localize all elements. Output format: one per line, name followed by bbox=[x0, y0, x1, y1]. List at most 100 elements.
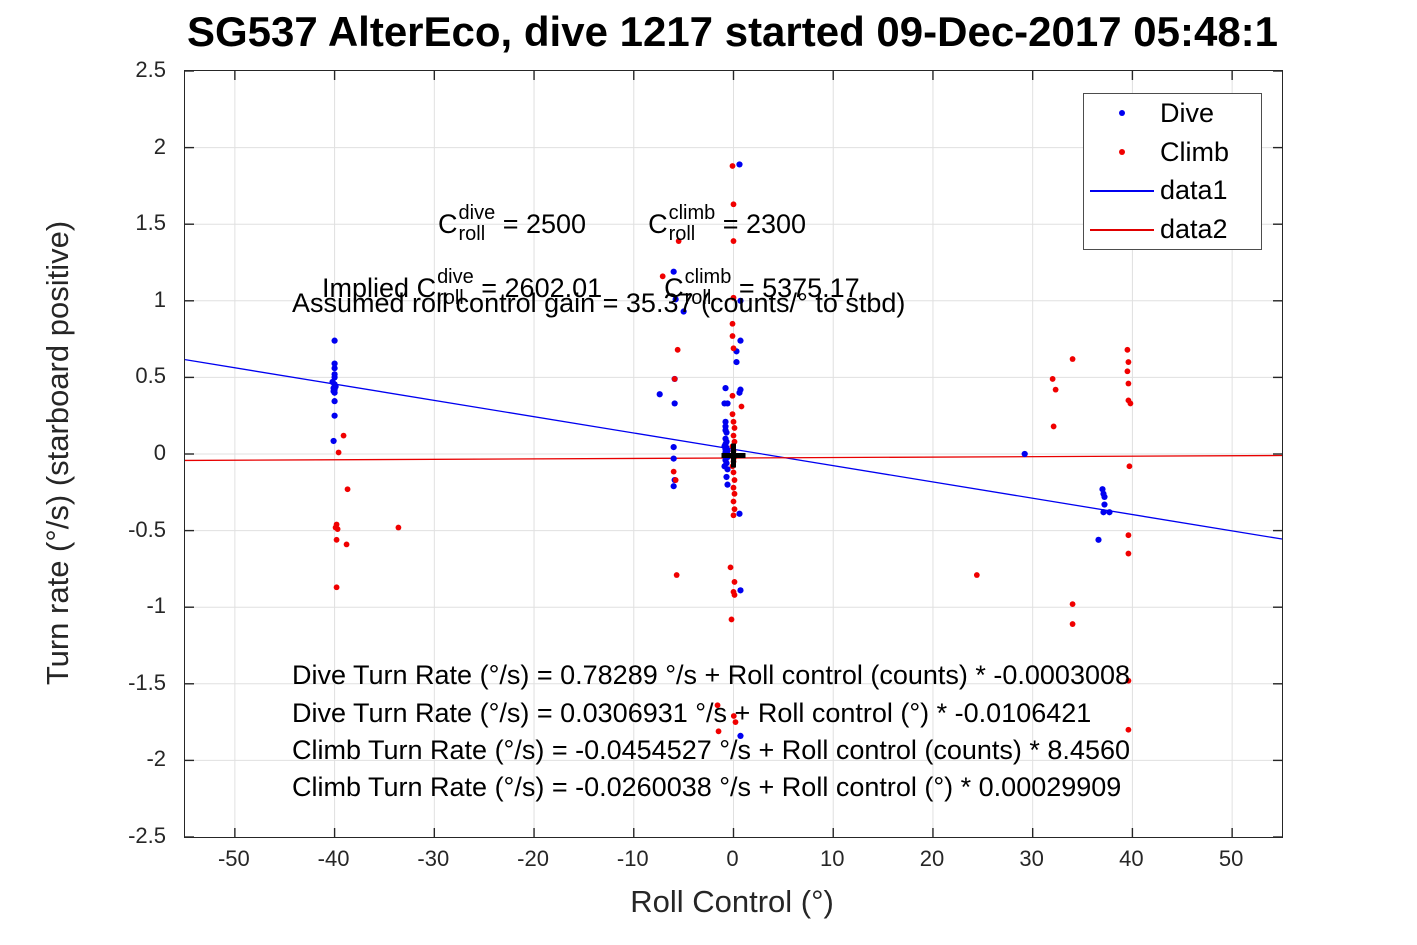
y-tick-labels: -2.5 -2 -1.5 -1 -0.5 0 0.5 1 1.5 2 2.5 bbox=[0, 0, 174, 945]
scatter-point-dive bbox=[331, 337, 338, 344]
legend-item-data2: data2 bbox=[1084, 211, 1261, 249]
scatter-point-climb bbox=[333, 536, 340, 543]
scatter-point-dive bbox=[1106, 509, 1113, 516]
scatter-point-climb bbox=[730, 469, 737, 476]
superscript: climb bbox=[668, 202, 716, 224]
value: = 2300 bbox=[715, 208, 807, 239]
scatter-point-climb bbox=[738, 403, 745, 410]
scatter-point-dive bbox=[331, 365, 338, 372]
scatter-point-climb bbox=[340, 432, 347, 439]
scatter-point-climb bbox=[1125, 359, 1132, 365]
scatter-point-climb bbox=[659, 273, 666, 280]
scatter-point-climb bbox=[730, 201, 737, 208]
x-tick-label: 10 bbox=[819, 846, 845, 871]
scatter-point-climb bbox=[731, 425, 738, 431]
scatter-point-climb bbox=[729, 392, 736, 399]
scatter-point-dive bbox=[331, 398, 338, 405]
scatter-point-climb bbox=[343, 541, 350, 548]
scatter-point-dive bbox=[724, 400, 731, 407]
scatter-point-climb bbox=[1125, 532, 1132, 539]
scatter-point-climb bbox=[715, 728, 722, 735]
legend-label: data2 bbox=[1160, 214, 1228, 245]
value: = 5375.17 bbox=[731, 272, 860, 303]
scatter-point-climb bbox=[729, 320, 736, 327]
scatter-point-climb bbox=[1052, 386, 1059, 393]
scatter-point-climb bbox=[1124, 346, 1131, 353]
scatter-point-climb bbox=[334, 526, 341, 532]
scatter-point-dive bbox=[330, 437, 337, 445]
scatter-point-dive bbox=[736, 510, 743, 517]
legend-label: Climb bbox=[1160, 136, 1230, 167]
equation-dive-deg: Dive Turn Rate (°/s) = 0.0306931 °/s + R… bbox=[292, 698, 1092, 728]
scatter-point-climb bbox=[1127, 400, 1134, 407]
scatter-point-climb bbox=[729, 163, 736, 169]
scatter-point-climb bbox=[670, 468, 677, 475]
scatter-point-climb bbox=[730, 418, 737, 425]
x-tick-label: -40 bbox=[317, 846, 350, 871]
scatter-point-dive bbox=[736, 389, 743, 396]
superscript: dive bbox=[437, 266, 474, 288]
scatter-point-climb bbox=[673, 572, 680, 578]
x-tick-label: -20 bbox=[517, 846, 549, 871]
legend: Dive Climb data1 data2 bbox=[1083, 93, 1262, 250]
value: = 2500 bbox=[495, 208, 587, 239]
scatter-point-climb bbox=[674, 346, 681, 353]
supsub: climb roll bbox=[669, 203, 716, 245]
y-tick-label: -0.5 bbox=[128, 516, 166, 542]
scatter-point-dive bbox=[724, 466, 731, 473]
legend-label: Dive bbox=[1160, 97, 1215, 128]
supsub: dive roll bbox=[459, 203, 496, 245]
scatter-point-climb bbox=[335, 449, 342, 456]
legend-item-dive: Dive bbox=[1084, 94, 1261, 132]
subscript: roll bbox=[684, 287, 712, 309]
y-tick-label: -1.5 bbox=[128, 669, 166, 695]
superscript: dive bbox=[458, 202, 496, 224]
scatter-point-climb bbox=[731, 592, 738, 598]
scatter-point-dive bbox=[722, 385, 729, 392]
x-tick-label: 30 bbox=[1019, 846, 1044, 871]
scatter-point-climb bbox=[333, 584, 340, 591]
scatter-point-climb bbox=[730, 432, 737, 439]
scatter-point-climb bbox=[1069, 601, 1076, 608]
scatter-point-climb bbox=[1126, 463, 1133, 470]
scatter-point-dive bbox=[656, 391, 663, 398]
scatter-point-dive bbox=[672, 296, 679, 303]
y-tick-label: 2 bbox=[153, 133, 166, 159]
c-symbol: C bbox=[416, 272, 437, 303]
scatter-point-climb bbox=[1125, 380, 1132, 387]
scatter-point-climb bbox=[730, 484, 737, 491]
scatter-point-climb bbox=[730, 713, 737, 719]
c-symbol: C bbox=[648, 208, 668, 239]
x-axis-label: Roll Control (°) bbox=[630, 884, 834, 919]
scatter-point-dive bbox=[331, 360, 338, 367]
scatter-point-dive bbox=[737, 297, 744, 304]
legend-climb-dot-icon bbox=[1084, 149, 1160, 156]
scatter-point-climb bbox=[732, 719, 739, 725]
equation-climb-deg: Climb Turn Rate (°/s) = -0.0260038 °/s +… bbox=[292, 772, 1122, 802]
legend-item-data1: data1 bbox=[1084, 172, 1261, 210]
scatter-point-climb bbox=[727, 564, 734, 571]
scatter-point-climb bbox=[1125, 677, 1132, 684]
prefix: Implied bbox=[322, 272, 417, 303]
x-tick-label: 20 bbox=[919, 846, 945, 871]
scatter-point-climb bbox=[730, 498, 737, 505]
x-tick-label: 0 bbox=[726, 846, 739, 871]
supsub: climb roll bbox=[685, 267, 732, 309]
x-tick-label: 50 bbox=[1218, 846, 1244, 871]
scatter-point-climb bbox=[730, 512, 737, 519]
y-tick-label: -2 bbox=[146, 746, 166, 772]
value: = 2602.01 bbox=[473, 272, 603, 303]
scatter-point-climb bbox=[1069, 356, 1076, 362]
c-symbol: C bbox=[664, 272, 684, 303]
scatter-point-dive bbox=[733, 358, 740, 366]
scatter-point-climb bbox=[730, 294, 737, 301]
scatter-point-climb bbox=[1125, 726, 1132, 733]
legend-data1-line-icon bbox=[1084, 189, 1160, 192]
y-tick-label: 0.5 bbox=[135, 363, 166, 389]
subscript: roll bbox=[437, 287, 464, 309]
title-wrap: SG537 AlterEco, dive 1217 started 09-Dec… bbox=[184, 8, 1281, 56]
